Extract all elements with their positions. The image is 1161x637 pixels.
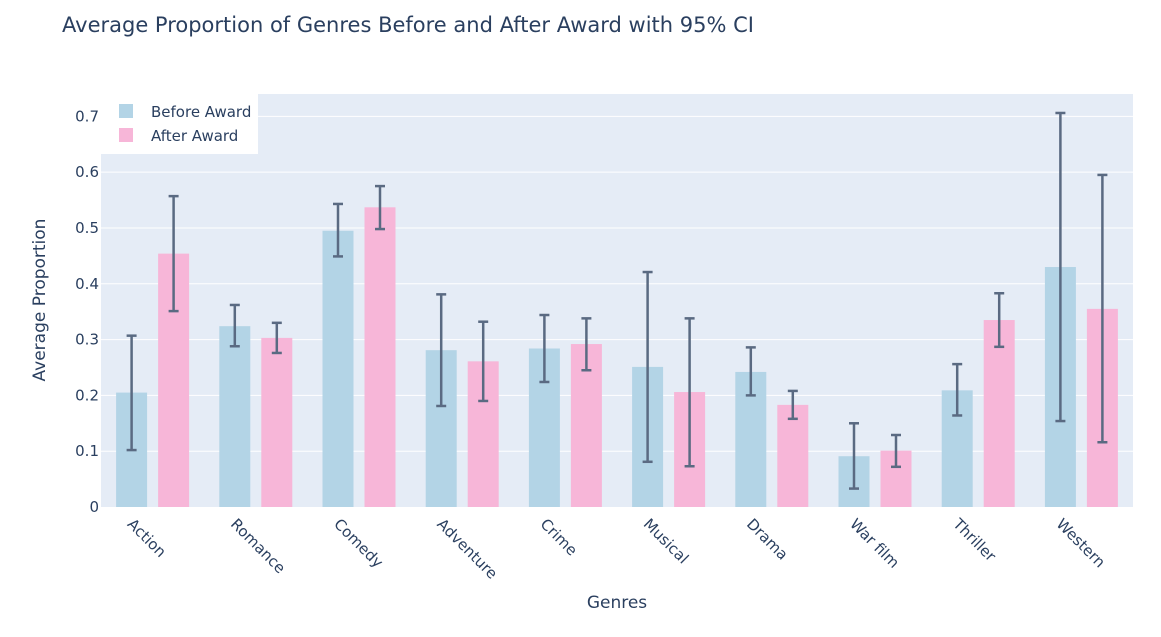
bar-after[interactable] [777,404,809,507]
error-bar [1097,173,1108,444]
chart-title: Average Proportion of Genres Before and … [62,13,754,37]
x-tick-label: Romance [227,515,289,577]
error-bar [333,202,343,258]
x-tick-label: Adventure [433,515,501,583]
error-bar [126,334,137,452]
error-bar [952,362,963,417]
y-tick-label: 0 [89,498,99,516]
y-axis-ticks: 0 0.1 0.2 0.3 0.4 0.5 0.6 0.7 [75,107,99,516]
x-tick-label: Drama [743,515,792,564]
error-bar [642,270,653,464]
legend-swatch-before [119,104,133,118]
x-tick-label: Thriller [949,514,1000,565]
legend-label-after: After Award [151,127,238,145]
bar-after[interactable] [261,337,293,507]
error-bar [1055,111,1066,423]
y-tick-label: 0.4 [75,275,99,293]
legend[interactable]: Before Award After Award [101,94,258,154]
y-tick-label: 0.1 [75,442,99,460]
y-tick-label: 0.5 [75,219,99,237]
x-tick-label: Western [1053,515,1109,571]
legend-swatch-after [119,128,133,142]
x-tick-label: Crime [537,515,581,559]
x-tick-label: Action [124,515,170,561]
y-tick-label: 0.3 [75,331,99,349]
error-bar [787,389,798,421]
x-axis-title: Genres [587,593,647,613]
bar-before[interactable] [219,326,251,507]
x-tick-label: Comedy [330,515,387,572]
error-bar [375,184,385,231]
plot-area [101,94,1133,507]
error-bar [994,291,1005,349]
bar-before[interactable] [322,230,354,507]
error-bars [126,111,1108,490]
y-tick-label: 0.6 [75,163,99,181]
x-tick-label: Musical [640,515,692,567]
error-bar [436,293,447,408]
error-bar [684,317,695,468]
error-bar [539,313,550,384]
error-bar [271,321,282,355]
legend-label-before: Before Award [151,103,251,121]
y-axis-title: Average Proportion [30,219,50,382]
bar-after[interactable] [983,320,1015,507]
error-bar [745,346,756,397]
error-bar [891,433,901,469]
error-bar [478,320,489,403]
x-axis-ticks: Action Romance Comedy Adventure Crime Musical… [124,514,1109,582]
bar-after[interactable] [364,207,396,507]
error-bar [849,422,859,490]
x-tick-label: War film [846,515,903,572]
y-tick-label: 0.2 [75,386,99,404]
y-tick-label: 0.7 [75,107,99,125]
error-bar [168,194,179,313]
error-bar [581,317,592,372]
error-bar [229,303,240,348]
